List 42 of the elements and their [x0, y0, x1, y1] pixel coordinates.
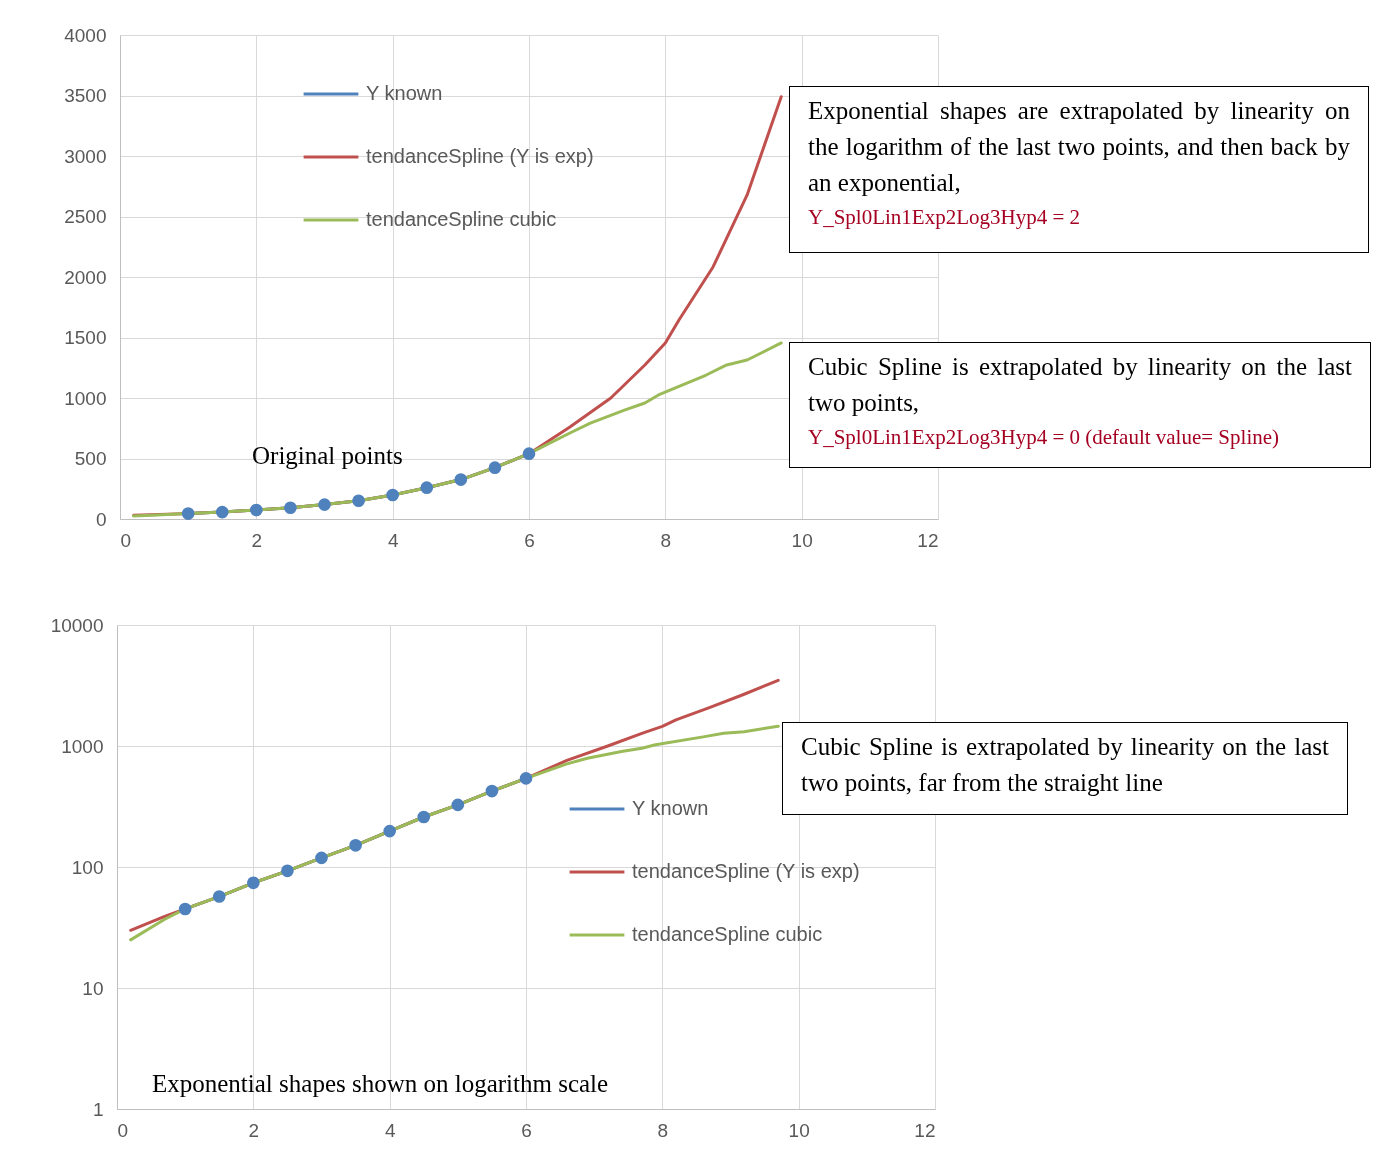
y-tick-label: 10000: [50, 614, 104, 636]
y-tick-label: 10: [82, 977, 104, 999]
legend-label: Y known: [366, 82, 443, 104]
x-tick-label: 8: [657, 1119, 669, 1141]
x-tick-label: 12: [914, 1119, 936, 1141]
x-tick-label: 12: [917, 529, 939, 551]
y-tick-label: 2000: [64, 266, 107, 288]
annotation: Y_Spl0Lin1Exp2Log3Hyp4 = 0 (default value= Spline): [808, 424, 1281, 451]
legend-label: tendanceSpline cubic: [366, 208, 557, 230]
x-tick-label: 2: [251, 529, 263, 551]
x-tick-label: 6: [524, 529, 535, 551]
legend-label: Y known: [632, 797, 709, 819]
y-tick-label: 500: [74, 448, 107, 469]
annotation: Cubic Spline is extrapolated by linearity on the last two points, far from the straight line: [782, 722, 1348, 815]
annotation: Exponential shapes are extrapolated by linearity on the logarithm of the last two points, and then back by an exponential,: [808, 97, 1350, 196]
annotation: Y_Spl0Lin1Exp2Log3Hyp4 = 2: [808, 204, 1081, 231]
y-tick-label: 1000: [64, 387, 107, 409]
x-tick-label: 10: [788, 1119, 810, 1141]
y-tick-label: 2500: [64, 206, 107, 227]
x-tick-label: 4: [387, 529, 399, 551]
x-tick-label: 0: [117, 1119, 129, 1141]
annotation: Cubic Spline is extrapolated by linearity on the last two points,: [808, 353, 1352, 416]
x-tick-label: 4: [384, 1119, 396, 1141]
legend-label: tendanceSpline (Y is exp): [632, 860, 860, 882]
x-tick-label: 10: [791, 529, 813, 551]
legend-label: tendanceSpline cubic: [632, 923, 823, 945]
annotation: Exponential shapes shown on logarithm scale: [152, 1069, 609, 1099]
y-tick-label: 1500: [64, 327, 107, 348]
y-tick-label: 100: [71, 856, 104, 878]
x-tick-label: 6: [521, 1119, 532, 1141]
y-tick-label: 1000: [61, 735, 104, 757]
y-tick-label: 1: [92, 1098, 104, 1120]
y-tick-label: 3500: [64, 85, 107, 106]
x-tick-label: 0: [120, 529, 132, 551]
x-tick-label: 8: [660, 529, 672, 551]
line-series: [132, 341, 783, 518]
y-tick-label: 0: [95, 508, 107, 530]
annotation: Original points: [252, 441, 403, 471]
legend-label: tendanceSpline (Y is exp): [366, 145, 594, 167]
y-tick-label: 4000: [64, 24, 107, 46]
x-tick-label: 2: [248, 1119, 260, 1141]
y-tick-label: 3000: [64, 145, 107, 167]
